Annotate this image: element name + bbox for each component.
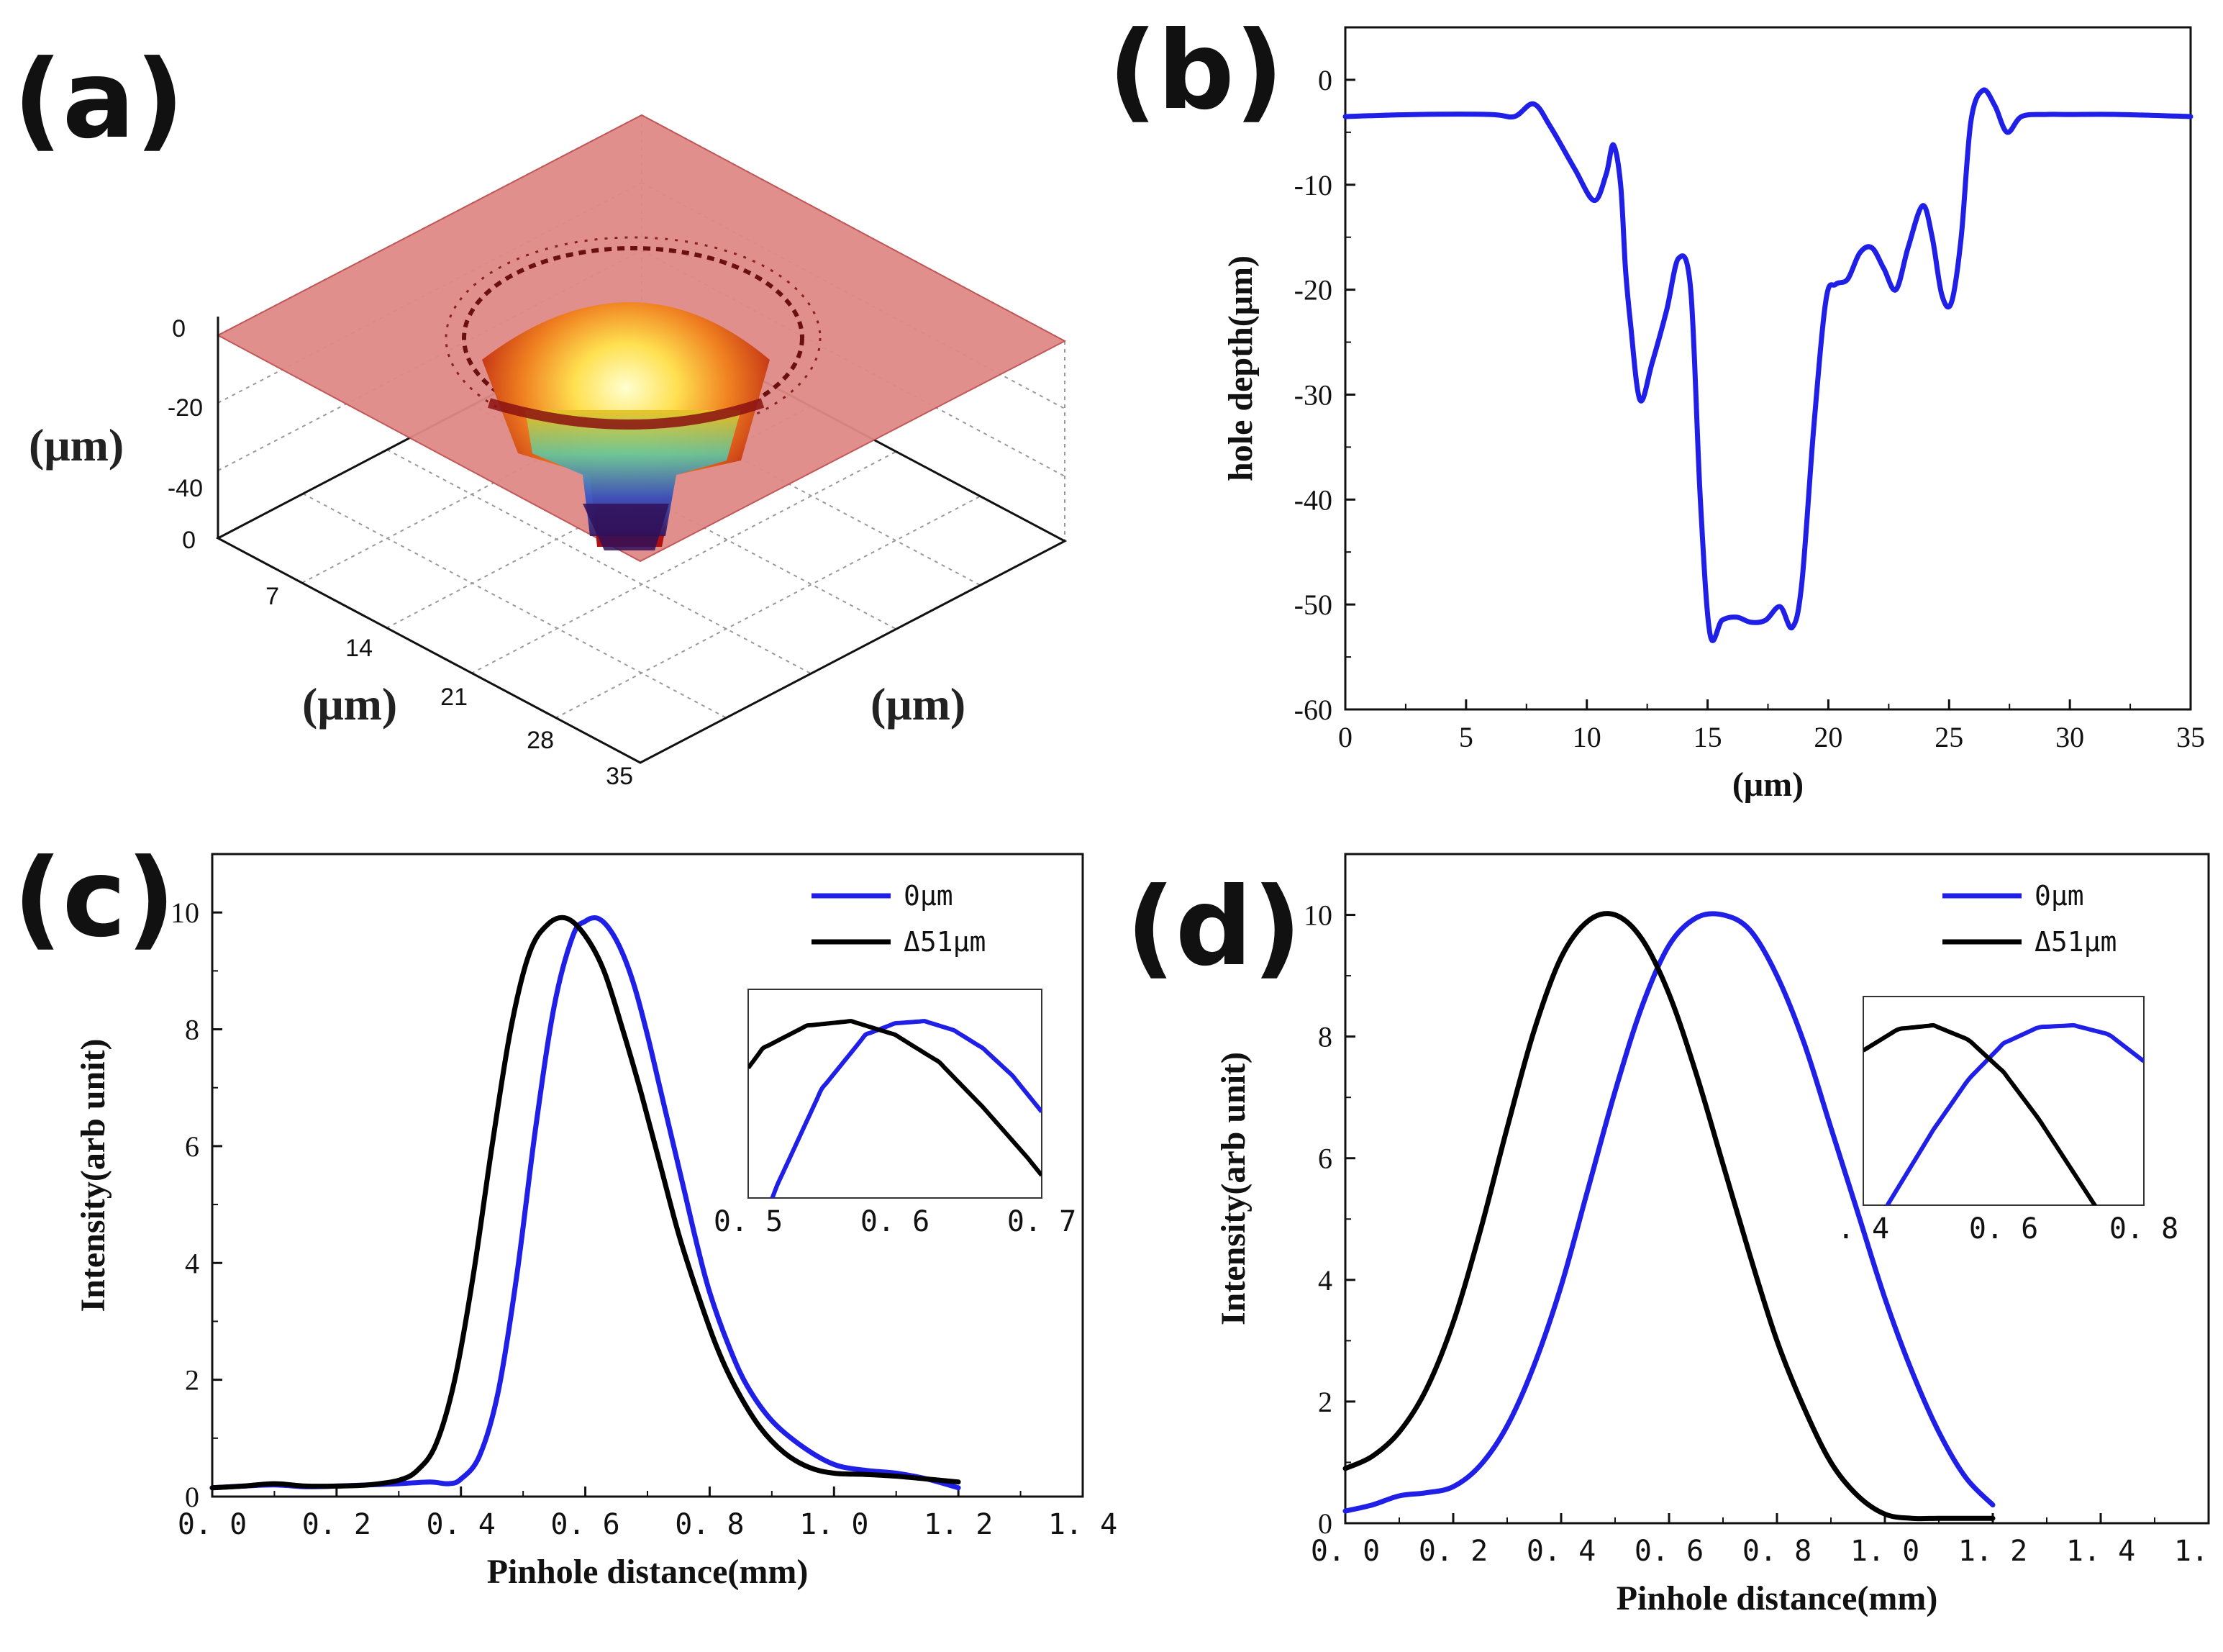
x-tick-label-c-2: 0. 4	[427, 1508, 496, 1541]
inset-x-tick-label-d-0: . 4	[1837, 1212, 1889, 1245]
x-axis-label-b: (μm)	[1732, 766, 1804, 804]
y-tick-label-d-2: 4	[1318, 1264, 1332, 1297]
y-tick-label-c-2: 4	[185, 1247, 199, 1279]
x-tick-label-d-5: 1. 0	[1850, 1535, 1919, 1568]
z-tick-1: -20	[168, 394, 203, 422]
x-tick-label-c-1: 0. 2	[302, 1508, 371, 1541]
x-tick-label-b-0: 0	[1338, 721, 1353, 753]
y-tick-label-d-4: 8	[1318, 1021, 1332, 1053]
panel-d-letter: (d)	[1126, 865, 1301, 990]
series-line-c-0	[209, 915, 961, 1491]
y-tick-label-b-4: -40	[1294, 484, 1332, 516]
y-tick-label-d-0: 0	[1318, 1507, 1332, 1540]
legend-label-d-1: Δ51μm	[2035, 926, 2117, 958]
x-tick-label-d-3: 0. 6	[1635, 1535, 1704, 1568]
z-tick-2: -40	[168, 475, 203, 502]
y-tick-0: 0	[182, 527, 196, 554]
inset-series-line-d-0	[1885, 1022, 2144, 1205]
y-tick-label-d-5: 10	[1304, 899, 1332, 932]
inset-x-tick-label-d-2: 0. 8	[2109, 1212, 2178, 1245]
x-tick-label-b-1: 5	[1459, 721, 1473, 753]
y-tick-label-c-5: 10	[171, 897, 199, 929]
z-tick-0: 0	[172, 315, 186, 342]
panel-b-letter: (b)	[1108, 9, 1283, 134]
y-tick-5: 35	[606, 763, 633, 790]
x-axis-label-c: Pinhole distance(mm)	[487, 1553, 809, 1591]
chart-d: 0. 0 0. 2 0. 4 0. 6 0. 8 1. 0 1. 2 1. 4 1. 6 0 2 4 6…	[1214, 853, 2223, 1617]
chart-c: 0. 0 0. 2 0. 4 0. 6 0. 8 1. 0 1. 2 1. 4 0 2 4 6 8 10 P…	[74, 853, 1117, 1591]
series-line-d-1	[1342, 911, 1996, 1522]
x-tick-label-d-8: 1. 6	[2174, 1535, 2223, 1568]
y-tick-label-d-1: 2	[1318, 1386, 1332, 1418]
legend-label-d-0: 0μm	[2035, 880, 2084, 912]
y-tick-label-b-1: -10	[1294, 169, 1332, 201]
x-tick-label-c-6: 1. 2	[924, 1508, 993, 1541]
panel-a-z-ticks: 0 -20 -40	[168, 315, 203, 502]
y-tick-label-b-0: 0	[1318, 64, 1332, 96]
y-tick-4: 28	[527, 727, 554, 754]
x-tick-label-c-0: 0. 0	[178, 1508, 247, 1541]
x-tick-label-c-3: 0. 6	[550, 1508, 619, 1541]
x-tick-label-d-1: 0. 2	[1419, 1535, 1488, 1568]
panel-a-x-unit: (μm)	[870, 678, 965, 730]
y-tick-label-d-3: 6	[1318, 1143, 1332, 1175]
x-tick-label-d-2: 0. 4	[1527, 1535, 1596, 1568]
x-tick-label-b-4: 20	[1814, 721, 1842, 753]
panel-a-letter: (a)	[13, 37, 184, 163]
x-tick-label-d-4: 0. 8	[1742, 1535, 1811, 1568]
legend-label-c-1: Δ51μm	[904, 926, 986, 958]
y-tick-label-b-6: -60	[1294, 694, 1332, 726]
x-tick-label-c-7: 1. 4	[1048, 1508, 1117, 1541]
y-tick-label-c-4: 8	[185, 1014, 199, 1046]
y-tick-label-c-3: 6	[185, 1130, 199, 1163]
x-axis-label-d: Pinhole distance(mm)	[1617, 1579, 1938, 1617]
x-tick-label-c-4: 0. 8	[675, 1508, 744, 1541]
x-tick-label-b-3: 15	[1694, 721, 1722, 753]
y-axis-label-d: Intensity(arb unit)	[1214, 1052, 1253, 1325]
panel-a: (a)	[13, 37, 1068, 790]
panel-a-z-unit: (μm)	[29, 419, 124, 471]
x-tick-label-d-7: 1. 4	[2066, 1535, 2135, 1568]
series-line-d-0	[1342, 911, 1996, 1514]
series-line-c-1	[209, 914, 961, 1491]
y-tick-label-b-3: -30	[1294, 378, 1332, 411]
y-tick-label-b-2: -20	[1294, 274, 1332, 307]
inset-series-line-d-1	[1863, 1022, 2098, 1205]
x-tick-label-d-6: 1. 2	[1958, 1535, 2027, 1568]
x-tick-label-d-0: 0. 0	[1311, 1535, 1380, 1568]
y-axis-label-c: Intensity(arb unit)	[74, 1038, 112, 1312]
inset-x-tick-label-d-1: 0. 6	[1969, 1212, 2038, 1245]
y-tick-label-c-0: 0	[185, 1481, 199, 1513]
y-tick-label-c-1: 2	[185, 1364, 199, 1397]
y-tick-3: 21	[440, 684, 468, 711]
inset-series-line-c-0	[770, 1019, 1042, 1198]
plot-frame-b	[1344, 26, 2192, 711]
chart-b: 0 5 10 15 20 25 30 35 0 -10 -20 -30 -40 -50 -60 (μm) hol…	[1222, 26, 2205, 804]
x-tick-label-c-5: 1. 0	[799, 1508, 868, 1541]
inset-x-tick-label-c-2: 0. 7	[1007, 1205, 1076, 1238]
y-tick-1: 7	[265, 583, 279, 610]
inset-x-tick-label-c-0: 0. 5	[714, 1205, 783, 1238]
inset-series-line-c-1	[748, 1019, 1042, 1177]
panel-a-y-unit: (μm)	[302, 678, 397, 730]
series-line-b-0	[1342, 87, 2194, 643]
y-tick-2: 14	[345, 635, 373, 662]
x-tick-label-b-2: 10	[1573, 721, 1601, 753]
legend-label-c-0: 0μm	[904, 880, 953, 912]
panel-c-letter: (c)	[13, 836, 176, 961]
x-tick-label-b-6: 30	[2055, 721, 2084, 753]
inset-frame-c	[747, 989, 1042, 1199]
x-tick-label-b-7: 35	[2176, 721, 2205, 753]
y-axis-label-b: hole depth(μm)	[1222, 255, 1260, 481]
y-tick-label-b-5: -50	[1294, 589, 1332, 621]
panel-a-crater	[445, 236, 822, 550]
x-tick-label-b-5: 25	[1935, 721, 1963, 753]
panel-a-y-ticks: 0 7 14 21 28 35	[182, 527, 633, 790]
inset-x-tick-label-c-1: 0. 6	[860, 1205, 929, 1238]
